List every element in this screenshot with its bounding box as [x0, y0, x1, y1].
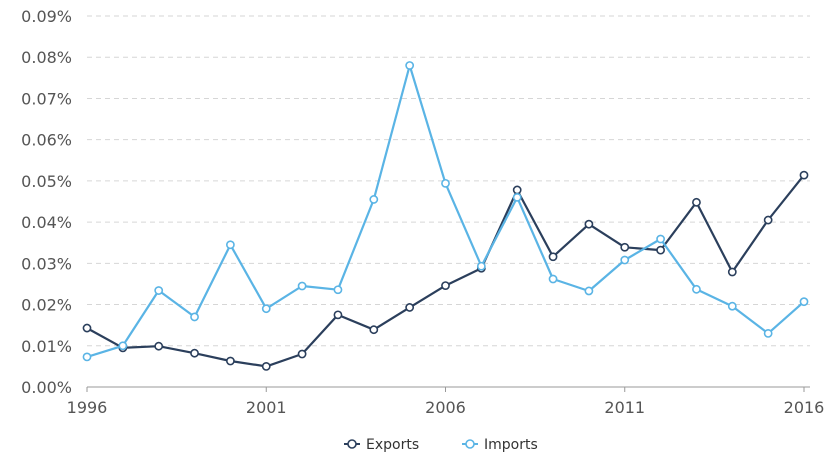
data-point[interactable] [333, 310, 343, 320]
series-lines [82, 61, 809, 371]
data-point[interactable] [333, 285, 343, 295]
legend-marker-icon [347, 439, 357, 449]
data-point[interactable] [692, 197, 701, 207]
data-point[interactable] [369, 195, 379, 204]
data-point[interactable] [225, 240, 235, 250]
x-tick-label: 2016 [784, 398, 825, 417]
legend-label: Imports [484, 437, 538, 453]
x-tick-label: 2001 [246, 398, 287, 417]
data-point[interactable] [297, 349, 307, 359]
data-point[interactable] [512, 192, 522, 202]
data-point[interactable] [225, 356, 235, 366]
data-point[interactable] [405, 61, 415, 70]
data-point[interactable] [548, 274, 558, 284]
y-tick-label: 0.04% [21, 213, 72, 232]
y-tick-label: 0.07% [21, 89, 72, 108]
data-point[interactable] [727, 301, 737, 311]
data-point[interactable] [620, 255, 630, 265]
y-tick-label: 0.01% [21, 337, 72, 356]
legend-marker-icon [465, 439, 475, 449]
data-point[interactable] [584, 286, 594, 296]
data-point[interactable] [441, 178, 450, 188]
data-point[interactable] [799, 297, 809, 307]
data-point[interactable] [763, 329, 773, 338]
data-point[interactable] [548, 252, 558, 262]
data-point[interactable] [118, 341, 128, 351]
data-point[interactable] [763, 215, 773, 225]
y-tick-label: 0.09% [21, 7, 72, 26]
legend[interactable]: Exports Imports [344, 437, 538, 453]
data-point[interactable] [190, 348, 199, 358]
data-point[interactable] [82, 323, 92, 333]
x-tick-label: 2006 [425, 398, 466, 417]
data-point[interactable] [297, 281, 307, 291]
y-tick-label: 0.02% [21, 296, 72, 315]
y-tick-label: 0.08% [21, 48, 72, 67]
grid [87, 15, 810, 388]
legend-item-imports[interactable]: Imports [462, 437, 538, 453]
legend-item-exports[interactable]: Exports [344, 437, 419, 453]
x-tick-label: 1996 [67, 398, 108, 417]
data-point[interactable] [656, 234, 665, 244]
y-tick-label: 0.00% [21, 378, 72, 397]
x-tick-label: 2011 [604, 398, 645, 417]
data-point[interactable] [620, 242, 630, 252]
y-axis-ticks: 0.00% 0.01% 0.02% 0.03% 0.04% 0.05% 0.06% 0.07%… [21, 7, 72, 397]
series-exports [82, 170, 809, 371]
data-point[interactable] [799, 170, 809, 180]
data-point[interactable] [692, 284, 701, 294]
data-point[interactable] [584, 219, 594, 229]
data-point[interactable] [512, 185, 522, 195]
data-point[interactable] [405, 303, 415, 312]
data-point[interactable] [261, 304, 271, 314]
data-point[interactable] [154, 341, 164, 351]
x-axis-ticks: 1996 2001 2006 2011 2016 [67, 387, 825, 417]
data-point[interactable] [441, 281, 450, 290]
y-tick-label: 0.05% [21, 172, 72, 191]
y-tick-label: 0.06% [21, 131, 72, 150]
data-point[interactable] [190, 312, 199, 322]
data-point[interactable] [369, 325, 379, 335]
y-tick-label: 0.03% [21, 254, 72, 273]
data-point[interactable] [727, 267, 737, 277]
data-point[interactable] [82, 352, 92, 362]
data-point[interactable] [476, 261, 486, 271]
series-imports [82, 61, 809, 362]
data-point[interactable] [154, 286, 164, 295]
data-point[interactable] [261, 361, 271, 371]
data-point[interactable] [656, 245, 665, 255]
legend-label: Exports [366, 437, 419, 453]
